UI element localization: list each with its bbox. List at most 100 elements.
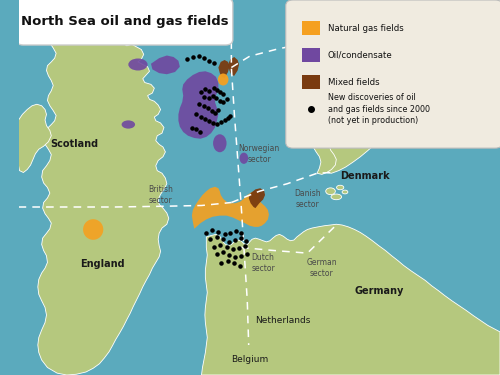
Ellipse shape — [98, 10, 107, 14]
Point — [216, 98, 224, 104]
Text: Scotland: Scotland — [50, 140, 98, 149]
Text: Danish
sector: Danish sector — [294, 189, 320, 209]
Text: New discoveries of oil
and gas fields since 2000
(not yet in production): New discoveries of oil and gas fields si… — [328, 93, 430, 125]
Text: Belgium: Belgium — [231, 356, 268, 364]
Ellipse shape — [122, 120, 135, 129]
Point — [210, 85, 218, 91]
Text: British
sector: British sector — [148, 185, 173, 205]
Point — [231, 254, 239, 260]
Point — [205, 118, 213, 124]
Point — [214, 106, 222, 112]
Text: Norwegian
sector: Norwegian sector — [238, 144, 280, 164]
Ellipse shape — [240, 153, 248, 164]
Point — [196, 129, 203, 135]
Point — [217, 119, 225, 125]
Text: North Sea oil and gas fields: North Sea oil and gas fields — [20, 15, 229, 28]
Point — [211, 110, 219, 116]
Point — [213, 251, 221, 257]
Text: Germany: Germany — [355, 286, 405, 296]
Point — [232, 228, 240, 234]
Ellipse shape — [336, 185, 344, 190]
Point — [226, 230, 234, 236]
Text: Mixed fields: Mixed fields — [328, 78, 380, 87]
Point — [242, 238, 250, 244]
Point — [216, 89, 224, 95]
Polygon shape — [218, 60, 230, 78]
FancyBboxPatch shape — [302, 48, 320, 62]
Text: Oil/condensate: Oil/condensate — [328, 51, 392, 60]
Point — [194, 53, 202, 59]
Ellipse shape — [326, 188, 336, 195]
Ellipse shape — [218, 74, 228, 86]
Point — [206, 236, 214, 242]
Point — [307, 106, 315, 112]
Point — [212, 95, 220, 101]
Polygon shape — [18, 104, 52, 172]
Point — [192, 126, 200, 132]
Point — [222, 244, 230, 250]
Point — [208, 226, 216, 232]
Point — [188, 124, 196, 130]
FancyBboxPatch shape — [302, 21, 320, 35]
Point — [209, 120, 217, 126]
Point — [224, 115, 232, 121]
Point — [213, 122, 221, 128]
Point — [216, 242, 224, 248]
Point — [237, 230, 245, 236]
Point — [200, 103, 208, 109]
Polygon shape — [298, 0, 500, 173]
Point — [229, 246, 237, 252]
Point — [200, 94, 208, 100]
Polygon shape — [228, 57, 239, 76]
Polygon shape — [151, 56, 180, 74]
Point — [202, 116, 209, 122]
Point — [219, 249, 227, 255]
Point — [230, 260, 238, 266]
Point — [204, 58, 212, 64]
Point — [243, 251, 251, 257]
Text: Netherlands: Netherlands — [254, 316, 310, 325]
Ellipse shape — [213, 134, 226, 152]
Text: Norway: Norway — [330, 113, 376, 123]
Polygon shape — [202, 224, 500, 375]
Point — [208, 93, 216, 99]
Point — [196, 114, 204, 120]
Point — [213, 87, 221, 93]
Point — [226, 239, 234, 245]
Text: Denmark: Denmark — [340, 171, 390, 181]
Point — [235, 244, 243, 250]
Point — [219, 236, 227, 242]
Point — [213, 234, 221, 240]
Ellipse shape — [342, 190, 348, 194]
Point — [210, 60, 218, 66]
Ellipse shape — [331, 194, 342, 200]
Point — [220, 231, 228, 237]
Point — [219, 99, 227, 105]
Polygon shape — [248, 188, 265, 208]
Point — [204, 95, 212, 101]
FancyBboxPatch shape — [16, 0, 233, 45]
Text: Dutch
sector: Dutch sector — [252, 253, 275, 273]
Point — [224, 258, 232, 264]
Point — [236, 262, 244, 268]
Ellipse shape — [128, 58, 148, 70]
Point — [226, 113, 234, 119]
Text: German
sector: German sector — [306, 258, 337, 278]
Polygon shape — [312, 104, 336, 174]
Point — [200, 55, 208, 61]
Point — [183, 56, 191, 62]
Point — [241, 243, 249, 249]
Point — [192, 111, 200, 117]
Point — [219, 91, 227, 97]
Point — [222, 96, 230, 102]
Polygon shape — [192, 187, 269, 229]
Ellipse shape — [83, 219, 103, 240]
Point — [226, 252, 234, 258]
Text: Natural gas fields: Natural gas fields — [328, 24, 404, 33]
Point — [217, 260, 225, 266]
Point — [202, 230, 210, 236]
Point — [204, 105, 212, 111]
Point — [202, 86, 209, 92]
Polygon shape — [38, 4, 169, 375]
Point — [214, 229, 222, 235]
